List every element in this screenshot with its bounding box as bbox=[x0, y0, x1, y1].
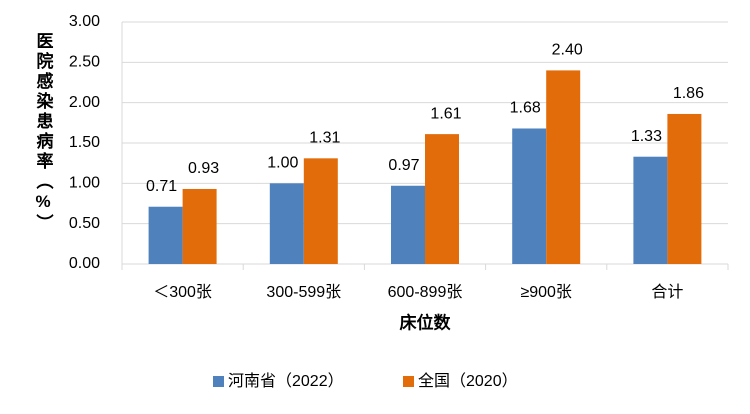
x-axis-label: 床位数 bbox=[400, 312, 452, 332]
bar bbox=[182, 188, 217, 264]
bar bbox=[425, 134, 459, 264]
x-tick-label: 600-899张 bbox=[388, 283, 463, 301]
bar bbox=[633, 156, 668, 264]
bar bbox=[148, 206, 183, 264]
y-tick-label: 0.50 bbox=[69, 215, 100, 232]
x-tick-label: 合计 bbox=[651, 283, 683, 301]
y-tick-label: 1.00 bbox=[69, 175, 100, 192]
y-tick-label: 3.00 bbox=[69, 13, 100, 30]
y-tick-label: 2.00 bbox=[69, 94, 100, 111]
y-tick-label: 0.00 bbox=[69, 255, 100, 272]
bar bbox=[667, 113, 702, 265]
legend-swatch bbox=[403, 376, 414, 387]
value-label: 1.31 bbox=[309, 130, 340, 147]
legend-swatch bbox=[213, 376, 224, 387]
value-label: 1.68 bbox=[510, 100, 541, 117]
value-label: 0.71 bbox=[146, 178, 177, 195]
value-label: 1.61 bbox=[430, 105, 461, 122]
x-tick-label: 300-599张 bbox=[266, 283, 341, 301]
bar bbox=[269, 183, 304, 264]
value-label: 2.40 bbox=[552, 42, 583, 59]
bar bbox=[391, 185, 425, 264]
value-label: 0.93 bbox=[188, 160, 219, 177]
value-label: 1.33 bbox=[631, 128, 662, 145]
value-label: 0.97 bbox=[388, 157, 419, 174]
x-tick-label: ＜300张 bbox=[153, 283, 212, 301]
bar bbox=[546, 70, 581, 265]
value-label: 1.86 bbox=[673, 85, 704, 102]
legend-label: 全国（2020） bbox=[418, 372, 518, 390]
bar bbox=[303, 158, 338, 264]
y-axis-label: 医院感染患病率（%） bbox=[34, 32, 54, 234]
bar bbox=[512, 128, 547, 264]
y-tick-label: 2.50 bbox=[69, 54, 100, 71]
legend-label: 河南省（2022） bbox=[228, 372, 344, 390]
x-tick-label: ≥900张 bbox=[520, 283, 571, 301]
value-label: 1.00 bbox=[267, 155, 298, 172]
y-tick-label: 1.50 bbox=[69, 134, 100, 151]
